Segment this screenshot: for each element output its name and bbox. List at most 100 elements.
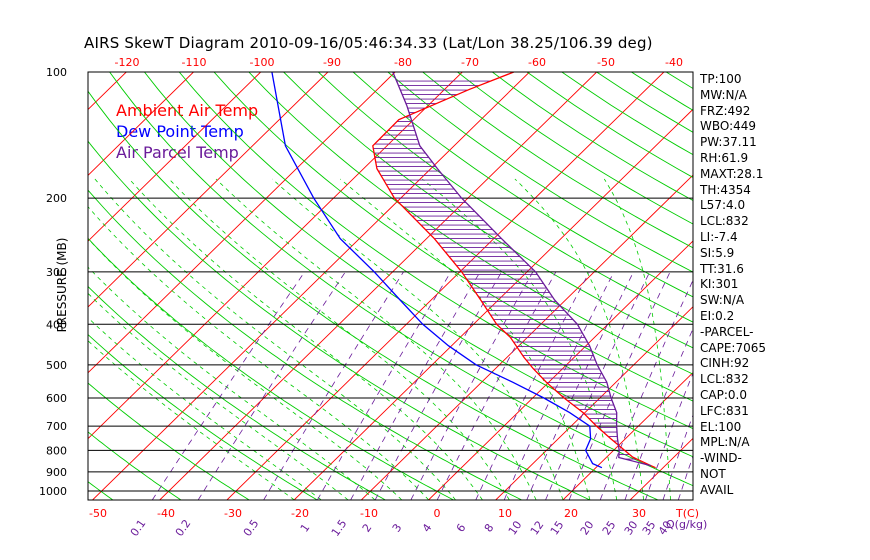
isotherm-line xyxy=(88,72,127,111)
moist-adiabat-line xyxy=(88,340,295,500)
parameter-item: MAXT:28.1 xyxy=(700,166,764,181)
bottom-temp-tick-label: -20 xyxy=(291,507,309,520)
parameter-item: LCL:832 xyxy=(700,214,749,229)
dry-adiabat-line xyxy=(492,72,693,201)
isotherm-line xyxy=(765,72,870,500)
dry-adiabat-line xyxy=(387,72,693,273)
pressure-tick-label: 900 xyxy=(46,466,67,479)
mixing-ratio-line xyxy=(197,271,346,500)
moist-adiabat-line xyxy=(421,178,618,500)
top-temp-tick-label: -120 xyxy=(115,56,140,69)
isotherm-line xyxy=(88,72,194,176)
mixing-ratio-line xyxy=(545,271,651,500)
dry-adiabat-line xyxy=(283,72,693,349)
moist-adiabat-line xyxy=(88,266,376,500)
top-temp-tick-label: -110 xyxy=(182,56,207,69)
mixing-ratio-line xyxy=(526,271,634,500)
mixing-ratio-label: 6 xyxy=(454,521,469,534)
mixing-ratio-line xyxy=(436,271,557,500)
mixing-ratio-label: 3 xyxy=(390,521,405,534)
moist-adiabat-line xyxy=(94,178,456,500)
moist-adiabat-line xyxy=(88,206,429,500)
dry-adiabat-line xyxy=(665,72,693,90)
isotherm-line xyxy=(360,174,693,500)
parameter-item: LFC:831 xyxy=(700,403,749,418)
pressure-tick-label: 200 xyxy=(46,192,67,205)
moist-adiabat-line xyxy=(88,292,349,500)
mixing-ratio-line xyxy=(350,271,481,500)
isotherm-line xyxy=(832,72,870,500)
bottom-temp-tick-label: -40 xyxy=(157,507,175,520)
bottom-temp-tick-label: 0 xyxy=(434,507,441,520)
dry-adiabat-line xyxy=(248,72,693,375)
isotherm-line xyxy=(159,72,598,500)
mixing-ratio-label: 25 xyxy=(600,519,619,538)
dry-adiabat-line xyxy=(422,72,693,249)
ambient-temp-profile-line xyxy=(372,72,656,469)
dry-adiabat-line xyxy=(596,72,693,133)
top-temp-tick-label: -80 xyxy=(394,56,412,69)
isotherm-line xyxy=(92,72,530,500)
mixing-ratio-label: 1.5 xyxy=(329,517,350,539)
top-temp-tick-label: -100 xyxy=(250,56,275,69)
moist-adiabat-line xyxy=(88,238,402,500)
pressure-tick-label: 500 xyxy=(46,359,67,372)
mixing-ratio-line xyxy=(410,271,534,500)
legend-ambient: Ambient Air Temp xyxy=(116,101,259,120)
dry-adiabat-line xyxy=(178,72,693,430)
isotherm-line xyxy=(88,72,329,308)
mixing-ratio-label: 4 xyxy=(420,521,435,534)
isotherm-line xyxy=(88,72,463,440)
isotherm-line xyxy=(88,72,396,374)
dry-adiabat-line xyxy=(88,431,182,500)
parameter-item: MW:N/A xyxy=(700,87,747,102)
dry-adiabat-line xyxy=(526,72,693,178)
isotherm-line xyxy=(562,371,693,500)
isotherm-line xyxy=(495,306,693,500)
mixing-ratio-label: 30 xyxy=(622,519,641,538)
top-temp-tick-label: -50 xyxy=(597,56,615,69)
parameter-item: LCL:832 xyxy=(700,372,749,387)
parameter-item: SW:N/A xyxy=(700,293,745,308)
pressure-tick-label: 600 xyxy=(46,392,67,405)
parameter-item: EL:100 xyxy=(700,419,742,434)
mixing-ratio-line xyxy=(568,271,671,500)
top-temp-tick-label: -90 xyxy=(323,56,341,69)
isotherm-line xyxy=(293,108,693,500)
mixing-ratio-label: 0.2 xyxy=(173,517,194,539)
isotherm-line xyxy=(697,72,870,500)
bottom-temp-tick-label: -30 xyxy=(224,507,242,520)
dry-adiabat-line xyxy=(631,72,693,111)
moist-adiabat-line xyxy=(603,178,671,500)
dry-adiabat-line xyxy=(352,72,693,298)
pressure-tick-label: 300 xyxy=(46,266,67,279)
pressure-tick-label: 800 xyxy=(46,444,67,457)
pressure-tick-label: 100 xyxy=(46,66,67,79)
dry-adiabat-line xyxy=(88,189,522,500)
mixing-ratio-label: 20 xyxy=(578,519,597,538)
mixing-ratio-label: 0.5 xyxy=(241,517,262,539)
legend-dewpoint: Dew Point Temp xyxy=(116,122,244,141)
pressure-tick-label: 700 xyxy=(46,420,67,433)
mixing-ratio-line xyxy=(317,271,452,500)
parameter-item: LI:-7.4 xyxy=(700,230,738,244)
top-temp-tick-label: -40 xyxy=(665,56,683,69)
parameter-item: TH:4354 xyxy=(700,182,751,197)
dry-adiabat-line xyxy=(0,72,45,500)
parameter-item: PW:37.11 xyxy=(700,135,757,150)
dry-adiabat-line xyxy=(88,140,590,500)
parameter-item: RH:61.9 xyxy=(700,151,749,165)
bottom-temp-tick-label: 30 xyxy=(632,507,646,520)
plot-area xyxy=(0,72,870,500)
parameter-item: WBO:449 xyxy=(700,119,757,134)
bottom-temp-tick-label: 20 xyxy=(564,507,578,520)
plot-border xyxy=(87,71,694,501)
dry-adiabat-line xyxy=(88,481,113,500)
parameter-item: L57:4.0 xyxy=(700,198,746,213)
mixing-ratio-line xyxy=(624,327,693,500)
mixing-ratio-label: 2 xyxy=(360,521,375,534)
pressure-tick-label: 1000 xyxy=(39,485,67,498)
parameter-item: TP:100 xyxy=(700,72,742,86)
mixing-ratio-line xyxy=(374,271,502,500)
